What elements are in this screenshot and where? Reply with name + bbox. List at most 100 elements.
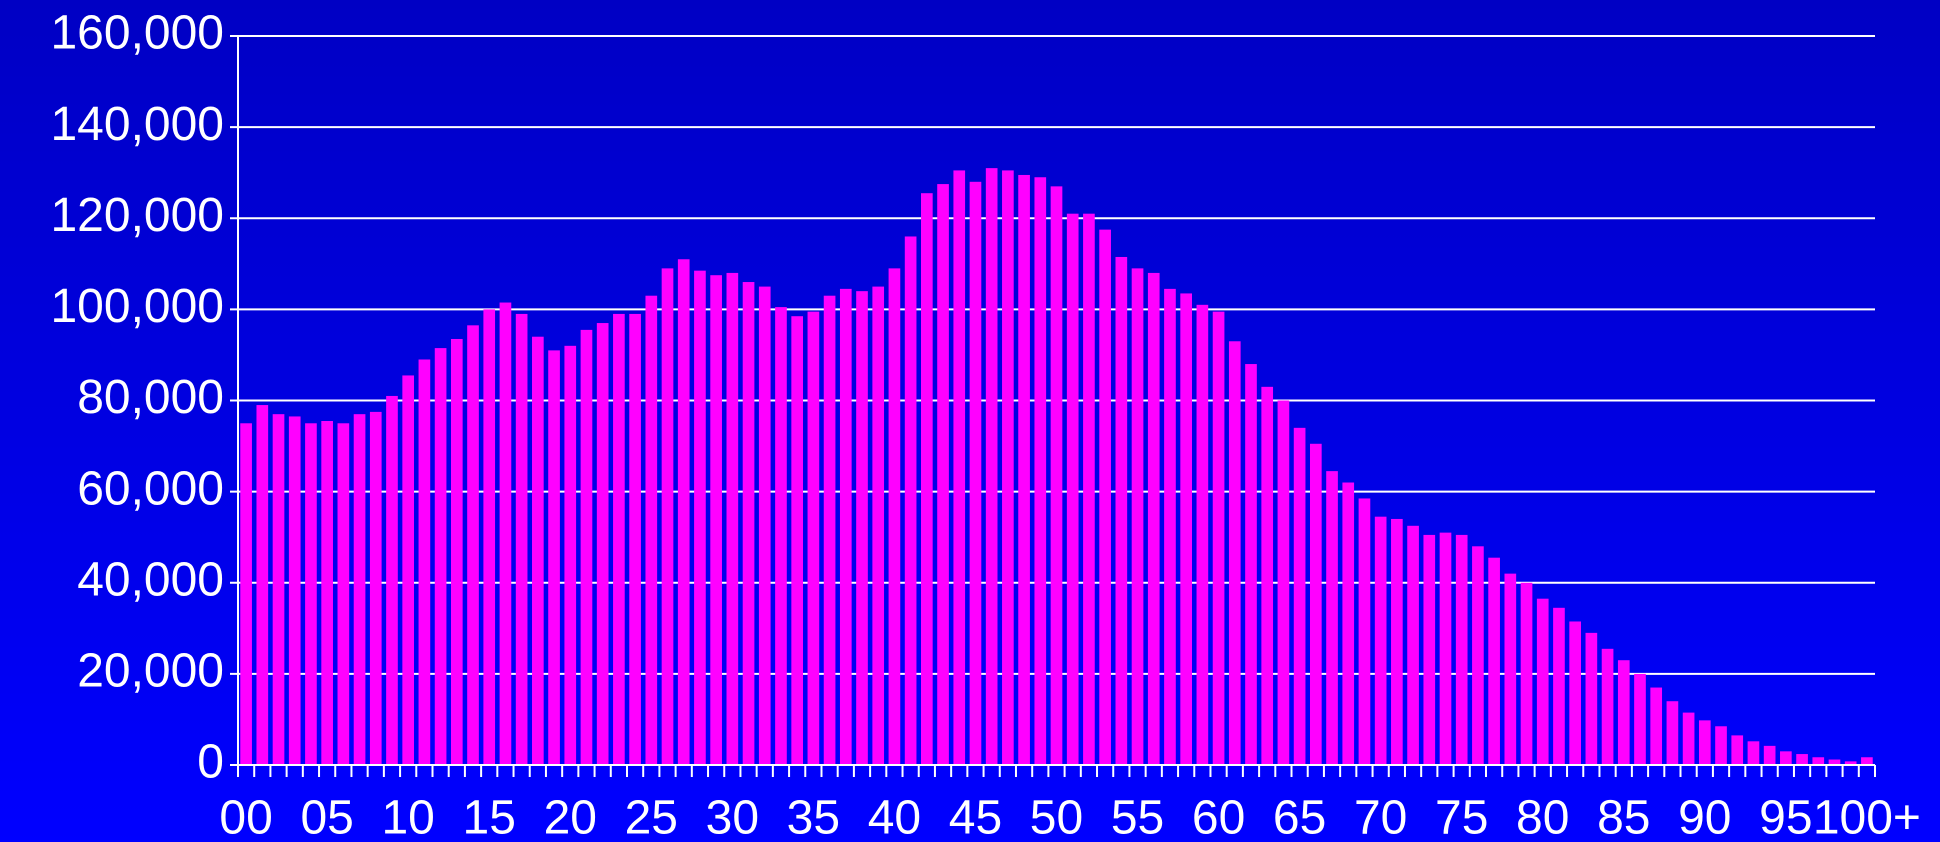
bar: [467, 325, 479, 765]
bar: [1796, 754, 1808, 765]
bar: [726, 272, 739, 765]
x-tick-label: 90: [1678, 792, 1731, 842]
bar: [1715, 726, 1727, 765]
bar: [1763, 745, 1776, 765]
x-tick-label: 100+: [1813, 792, 1921, 842]
y-tick-label: 100,000: [50, 280, 224, 333]
bar: [1780, 751, 1792, 765]
bar: [434, 348, 447, 765]
bar: [1115, 256, 1128, 765]
bar: [532, 336, 544, 765]
bar: [1196, 304, 1209, 765]
bar: [1099, 229, 1111, 765]
y-tick-label: 40,000: [77, 553, 224, 606]
x-tick-label: 55: [1111, 792, 1164, 842]
y-tick-label: 0: [197, 736, 224, 789]
bar: [1423, 534, 1436, 765]
bar: [1601, 648, 1614, 765]
bar: [1682, 712, 1695, 765]
bar: [402, 375, 415, 765]
bar: [1358, 498, 1371, 765]
bar: [418, 359, 431, 765]
bar: [240, 423, 252, 765]
bar: [1844, 761, 1857, 765]
bar: [677, 259, 690, 765]
bar: [1553, 607, 1565, 765]
x-tick-label: 05: [300, 792, 353, 842]
bar: [985, 168, 998, 766]
bar: [1180, 293, 1192, 765]
bar: [921, 193, 933, 766]
bar: [564, 345, 577, 765]
bar: [758, 286, 771, 765]
y-tick-label: 20,000: [77, 645, 224, 698]
x-tick-label: 30: [706, 792, 759, 842]
bar: [1326, 471, 1338, 765]
bar: [1488, 557, 1500, 765]
bar: [1731, 735, 1744, 765]
bar: [1147, 272, 1160, 765]
bar: [1391, 518, 1403, 765]
bar: [272, 414, 285, 765]
bar: [1261, 386, 1274, 765]
bar: [1812, 757, 1825, 765]
bar: [1293, 427, 1306, 765]
bar: [742, 282, 755, 765]
bar: [1228, 341, 1241, 765]
bar: [515, 313, 528, 765]
x-tick-label: 10: [381, 792, 434, 842]
y-tick-label: 160,000: [50, 7, 224, 60]
x-tick-label: 20: [544, 792, 597, 842]
x-tick-label: 00: [219, 792, 272, 842]
bar: [1050, 186, 1063, 765]
bar: [1585, 632, 1598, 765]
bar: [1164, 288, 1176, 765]
bar: [791, 316, 804, 765]
bar: [337, 423, 350, 765]
bar: [823, 295, 836, 765]
bar: [710, 275, 722, 765]
bar: [1504, 573, 1517, 765]
bar: [580, 329, 593, 765]
bar: [1066, 213, 1079, 766]
bar: [1617, 660, 1630, 765]
x-tick-label: 40: [868, 792, 921, 842]
bar: [1212, 311, 1225, 765]
x-tick-label: 50: [1030, 792, 1083, 842]
y-tick-label: 140,000: [50, 98, 224, 151]
bar: [872, 286, 885, 765]
bar: [1536, 598, 1549, 765]
bar: [1472, 546, 1484, 765]
bar: [1083, 213, 1095, 766]
bar: [1861, 757, 1873, 765]
bar: [904, 236, 917, 766]
bar: [1407, 525, 1419, 765]
bar: [353, 414, 366, 765]
y-tick-label: 120,000: [50, 189, 224, 242]
x-tick-label: 45: [949, 792, 1002, 842]
bar: [321, 421, 333, 765]
bar: [1698, 720, 1711, 765]
bar: [661, 268, 674, 765]
bar: [1034, 177, 1047, 765]
bar: [305, 423, 317, 765]
bar: [953, 170, 966, 766]
bar: [288, 416, 301, 765]
x-tick-label: 60: [1192, 792, 1245, 842]
bar: [1002, 170, 1014, 766]
bar: [629, 313, 641, 765]
bar: [256, 405, 269, 765]
bar: [1277, 400, 1290, 765]
x-tick-label: 85: [1597, 792, 1650, 842]
bar: [1650, 687, 1663, 765]
x-tick-label: 80: [1516, 792, 1569, 842]
bar: [888, 268, 901, 765]
x-tick-label: 70: [1354, 792, 1407, 842]
bar: [1342, 482, 1355, 765]
bar: [499, 302, 512, 765]
bar: [775, 307, 787, 765]
bar: [969, 181, 982, 766]
bar: [1520, 582, 1533, 765]
bar: [1747, 741, 1760, 765]
bar: [596, 323, 609, 765]
